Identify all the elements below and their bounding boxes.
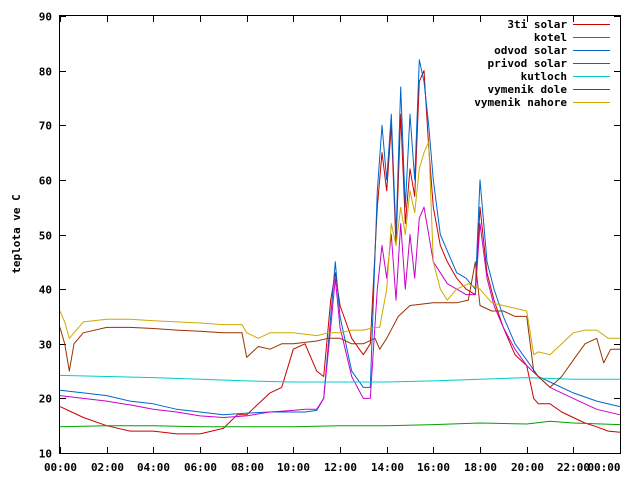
legend-label: vymenik nahore [474, 96, 567, 109]
series-line-kutloch [59, 374, 620, 383]
series-line-vymenik-nahore [59, 141, 620, 356]
x-tick-label: 18:00 [464, 461, 497, 474]
legend-label: privod solar [488, 57, 568, 70]
plot-frame [59, 15, 621, 454]
y-tick-label: 80 [39, 66, 52, 79]
y-tick-label: 40 [39, 284, 52, 297]
y-tick-label: 20 [39, 393, 52, 406]
y-axis-ticks: 10 20 30 40 50 60 70 80 90 [39, 11, 620, 461]
y-tick-label: 10 [39, 448, 52, 461]
x-tick-label: 06:00 [184, 461, 217, 474]
y-tick-label: 30 [39, 339, 52, 352]
series-line-odvod-solar [59, 59, 621, 416]
x-tick-label: 02:00 [91, 461, 124, 474]
y-tick-label: 70 [39, 120, 52, 133]
y-tick-label: 60 [39, 175, 52, 188]
legend-label: vymenik dole [488, 83, 568, 96]
x-tick-label: 00:00 [587, 461, 620, 474]
x-tick-label: 08:00 [231, 461, 264, 474]
x-tick-label: 20:00 [511, 461, 544, 474]
x-tick-label: 16:00 [417, 461, 450, 474]
x-axis-ticks: 00:00 02:00 04:00 06:00 08:00 10:00 12:00 14:00… [44, 16, 621, 474]
y-tick-label: 50 [39, 230, 52, 243]
series-line-vymenik-dole [59, 261, 620, 388]
legend-label: kotel [534, 31, 567, 44]
x-tick-label: 00:00 [44, 461, 77, 474]
y-tick-label: 90 [39, 11, 52, 24]
x-tick-label: 22:00 [557, 461, 590, 474]
y-axis-label: teplota ve C [10, 194, 23, 273]
legend-label: 3ti solar [507, 18, 567, 31]
series-line-3ti-solar [59, 70, 621, 435]
x-tick-label: 12:00 [324, 461, 357, 474]
legend-label: kutloch [521, 70, 567, 83]
x-tick-label: 14:00 [371, 461, 404, 474]
series-lines [59, 59, 621, 435]
x-tick-label: 10:00 [277, 461, 310, 474]
series-line-kotel [59, 420, 621, 428]
series-line-privod-solar [59, 206, 621, 418]
legend-label: odvod solar [494, 44, 567, 57]
x-tick-label: 04:00 [137, 461, 170, 474]
